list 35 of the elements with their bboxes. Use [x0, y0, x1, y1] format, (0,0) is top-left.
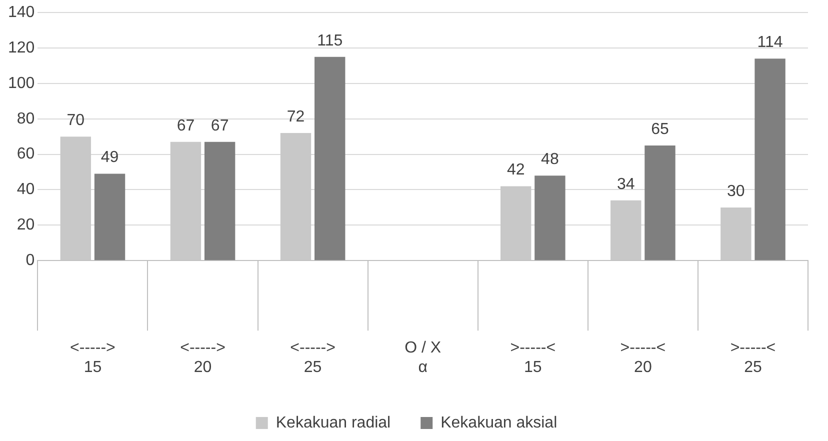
x-tick-label: O / X α [404, 340, 442, 376]
data-label: 34 [616, 176, 635, 193]
x-tick-label: >-----< 20 [620, 340, 666, 376]
data-label: 42 [506, 162, 525, 179]
bar [534, 176, 566, 260]
x-tick-label: <-----> 25 [290, 340, 336, 376]
y-tick-label: 40 [16, 181, 35, 198]
data-label: 67 [176, 117, 195, 134]
data-label: 72 [286, 108, 305, 126]
x-tick-label: <-----> 20 [180, 340, 226, 376]
data-label: 65 [651, 120, 669, 138]
x-tick-label: >-----< 25 [730, 340, 776, 376]
bar [314, 56, 346, 260]
y-tick-label: 60 [16, 146, 35, 163]
bar [94, 174, 126, 260]
y-tick-label: 120 [8, 39, 35, 56]
data-label: 115 [317, 32, 343, 50]
data-label: 30 [727, 182, 745, 200]
y-tick-label: 140 [8, 4, 35, 22]
data-label: 48 [541, 150, 559, 168]
data-label: 67 [210, 117, 229, 134]
data-label: 49 [100, 149, 119, 166]
y-tick-label: 0 [26, 252, 35, 270]
legend-label: Kekakuan aksial [440, 414, 558, 432]
y-tick-label: 80 [16, 110, 35, 128]
data-label: 70 [66, 112, 85, 130]
y-tick-label: 100 [8, 74, 35, 92]
legend-label: Kekakuan radial [276, 414, 391, 432]
x-tick-label: <-----> 15 [70, 340, 116, 376]
bar [754, 58, 786, 260]
data-label: 114 [757, 34, 783, 52]
x-tick-label: >-----< 15 [510, 340, 556, 376]
y-tick-label: 20 [16, 216, 35, 234]
bar [644, 145, 676, 260]
bar [204, 142, 236, 260]
